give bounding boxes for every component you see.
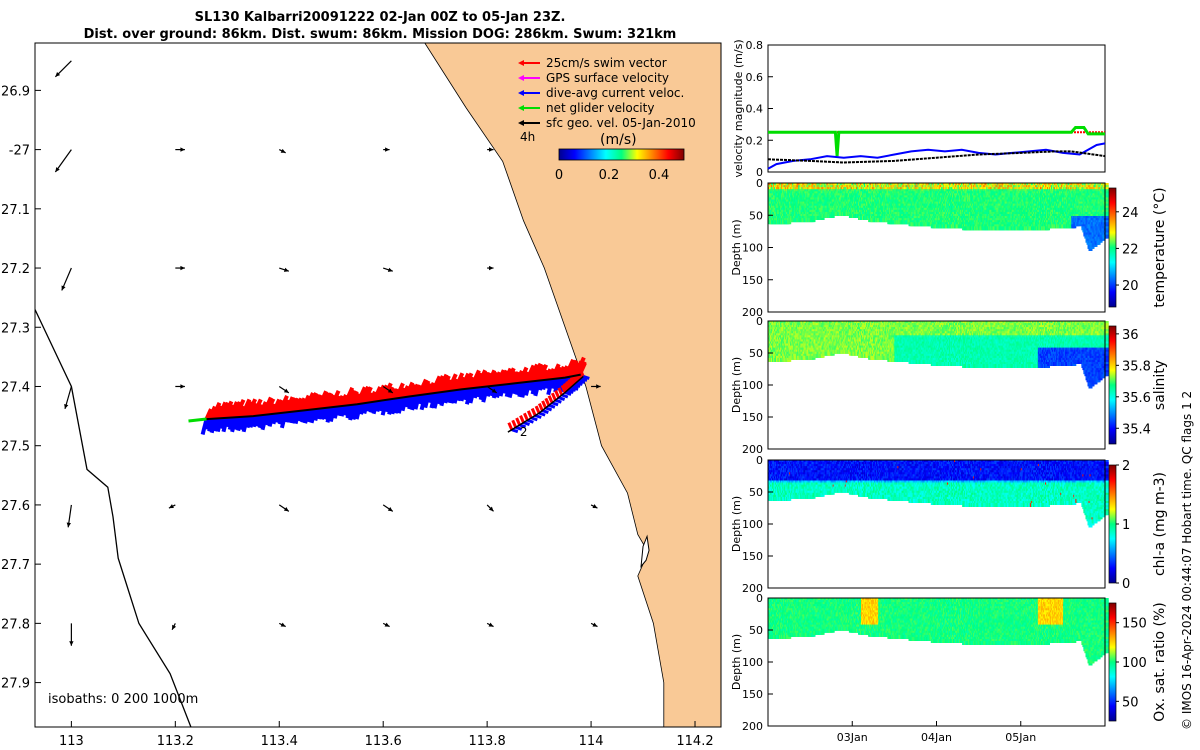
map-y-tick-label: 27.2 — [1, 262, 30, 277]
map-x-tick-label: 113.8 — [469, 734, 506, 749]
map-panel: 2 113 113.2 113.4 113.6 113.8 114 114.2 26.9 -27 2… — [1, 38, 726, 749]
velocity-y-tick-label: 0.8 — [746, 39, 764, 52]
map-y-tick-label: 27.7 — [1, 558, 30, 573]
map-y-tick-label: -27 — [9, 144, 30, 159]
dive-current-vector — [555, 400, 561, 402]
colorbar-tick-label: 0.4 — [649, 168, 670, 183]
dive-current-vector — [500, 385, 503, 397]
velocity-axes — [768, 45, 1105, 172]
map-x-tick-label: 113.2 — [157, 734, 194, 749]
isobath-note: isobaths: 0 200 1000m — [48, 692, 198, 707]
legend-label: sfc geo. vel. 05-Jan-2010 — [546, 116, 696, 130]
net-glider-velocity — [189, 419, 207, 421]
map-x-tick-label: 114 — [579, 734, 604, 749]
map-y-tick-label: 26.9 — [1, 84, 30, 99]
dive-current-vector — [542, 411, 548, 413]
legend-time: 4h — [520, 130, 535, 144]
colorbar-tick-label: 0 — [555, 168, 563, 183]
dive-current-vector — [539, 413, 545, 415]
map-x-tick-label: 114.2 — [676, 734, 713, 749]
colorbar-unit: (m/s) — [600, 132, 637, 148]
velocity-y-tick-label: 0.4 — [746, 103, 764, 116]
map-y-tick-label: 27.4 — [1, 380, 30, 395]
map-y-tick-label: 27.1 — [1, 203, 30, 218]
dive-current-vector — [552, 403, 558, 405]
dive-current-vector — [549, 405, 555, 407]
track-end-label: 2 — [520, 425, 528, 439]
colorbar-tick-label: 0.2 — [599, 168, 620, 183]
dive-current-vector — [273, 414, 276, 424]
dive-current-vector — [364, 403, 367, 414]
velocity-y-tick-label: 0.6 — [746, 71, 764, 84]
velocity-ylabel: velocity magnitude (m/s) — [732, 39, 745, 177]
map-x-tick-label: 113.6 — [365, 734, 402, 749]
dive-current-vector — [565, 392, 571, 394]
figure-canvas: 2 113 113.2 113.4 113.6 113.8 114 114.2 26.9 -27 2… — [0, 0, 1200, 750]
map-x-tick-label: 113.4 — [261, 734, 298, 749]
map-y-tick-label: 27.3 — [1, 321, 30, 336]
map-x-tick-label: 113 — [59, 734, 84, 749]
legend-label: dive-avg current veloc. — [546, 86, 684, 100]
legend-label: net glider velocity — [546, 101, 654, 115]
map-y-tick-label: 27.6 — [1, 499, 30, 514]
legend-label: GPS surface velocity — [546, 71, 669, 85]
velocity-y-tick-label: 0.2 — [746, 134, 764, 147]
map-y-tick-label: 27.5 — [1, 440, 30, 455]
legend-label: 25cm/s swim vector — [546, 56, 667, 70]
dive-current-vector — [546, 408, 552, 410]
map-y-tick-label: 27.9 — [1, 677, 30, 692]
speed-colorbar — [559, 149, 684, 160]
dive-current-vector — [559, 398, 565, 400]
map-y-tick-label: 27.8 — [1, 617, 30, 632]
dive-current-vector — [562, 395, 568, 397]
